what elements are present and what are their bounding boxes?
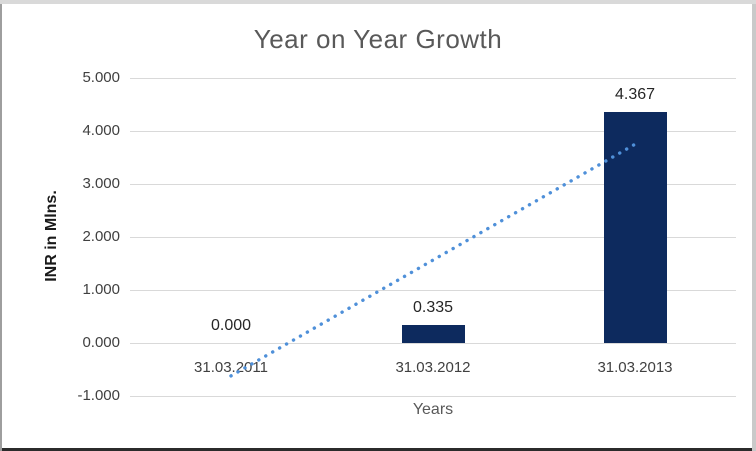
gridline: [130, 131, 736, 132]
bar: [401, 325, 465, 343]
y-tick-label: -1.000: [77, 387, 120, 404]
x-category-label: 31.03.2011: [194, 359, 268, 376]
x-axis-title: Years: [412, 401, 454, 418]
data-label: 0.000: [210, 317, 252, 334]
y-tick-label: 2.000: [82, 228, 120, 245]
data-label: 0.335: [412, 299, 454, 317]
y-tick-label: 5.000: [82, 69, 120, 86]
chart-title: Year on Year Growth: [253, 24, 503, 54]
gridline: [130, 78, 736, 79]
x-category-label: 31.03.2012: [395, 359, 471, 376]
data-label: 4.367: [614, 85, 656, 103]
y-tick-label: 0.000: [82, 334, 120, 351]
gridline: [130, 396, 736, 397]
y-tick-label: 3.000: [82, 175, 120, 192]
x-category-label: 31.03.2013: [597, 359, 673, 376]
y-tick-label: 1.000: [82, 281, 120, 298]
bar: [603, 111, 667, 343]
gridline: [130, 343, 736, 344]
y-tick-label: 4.000: [82, 122, 120, 139]
